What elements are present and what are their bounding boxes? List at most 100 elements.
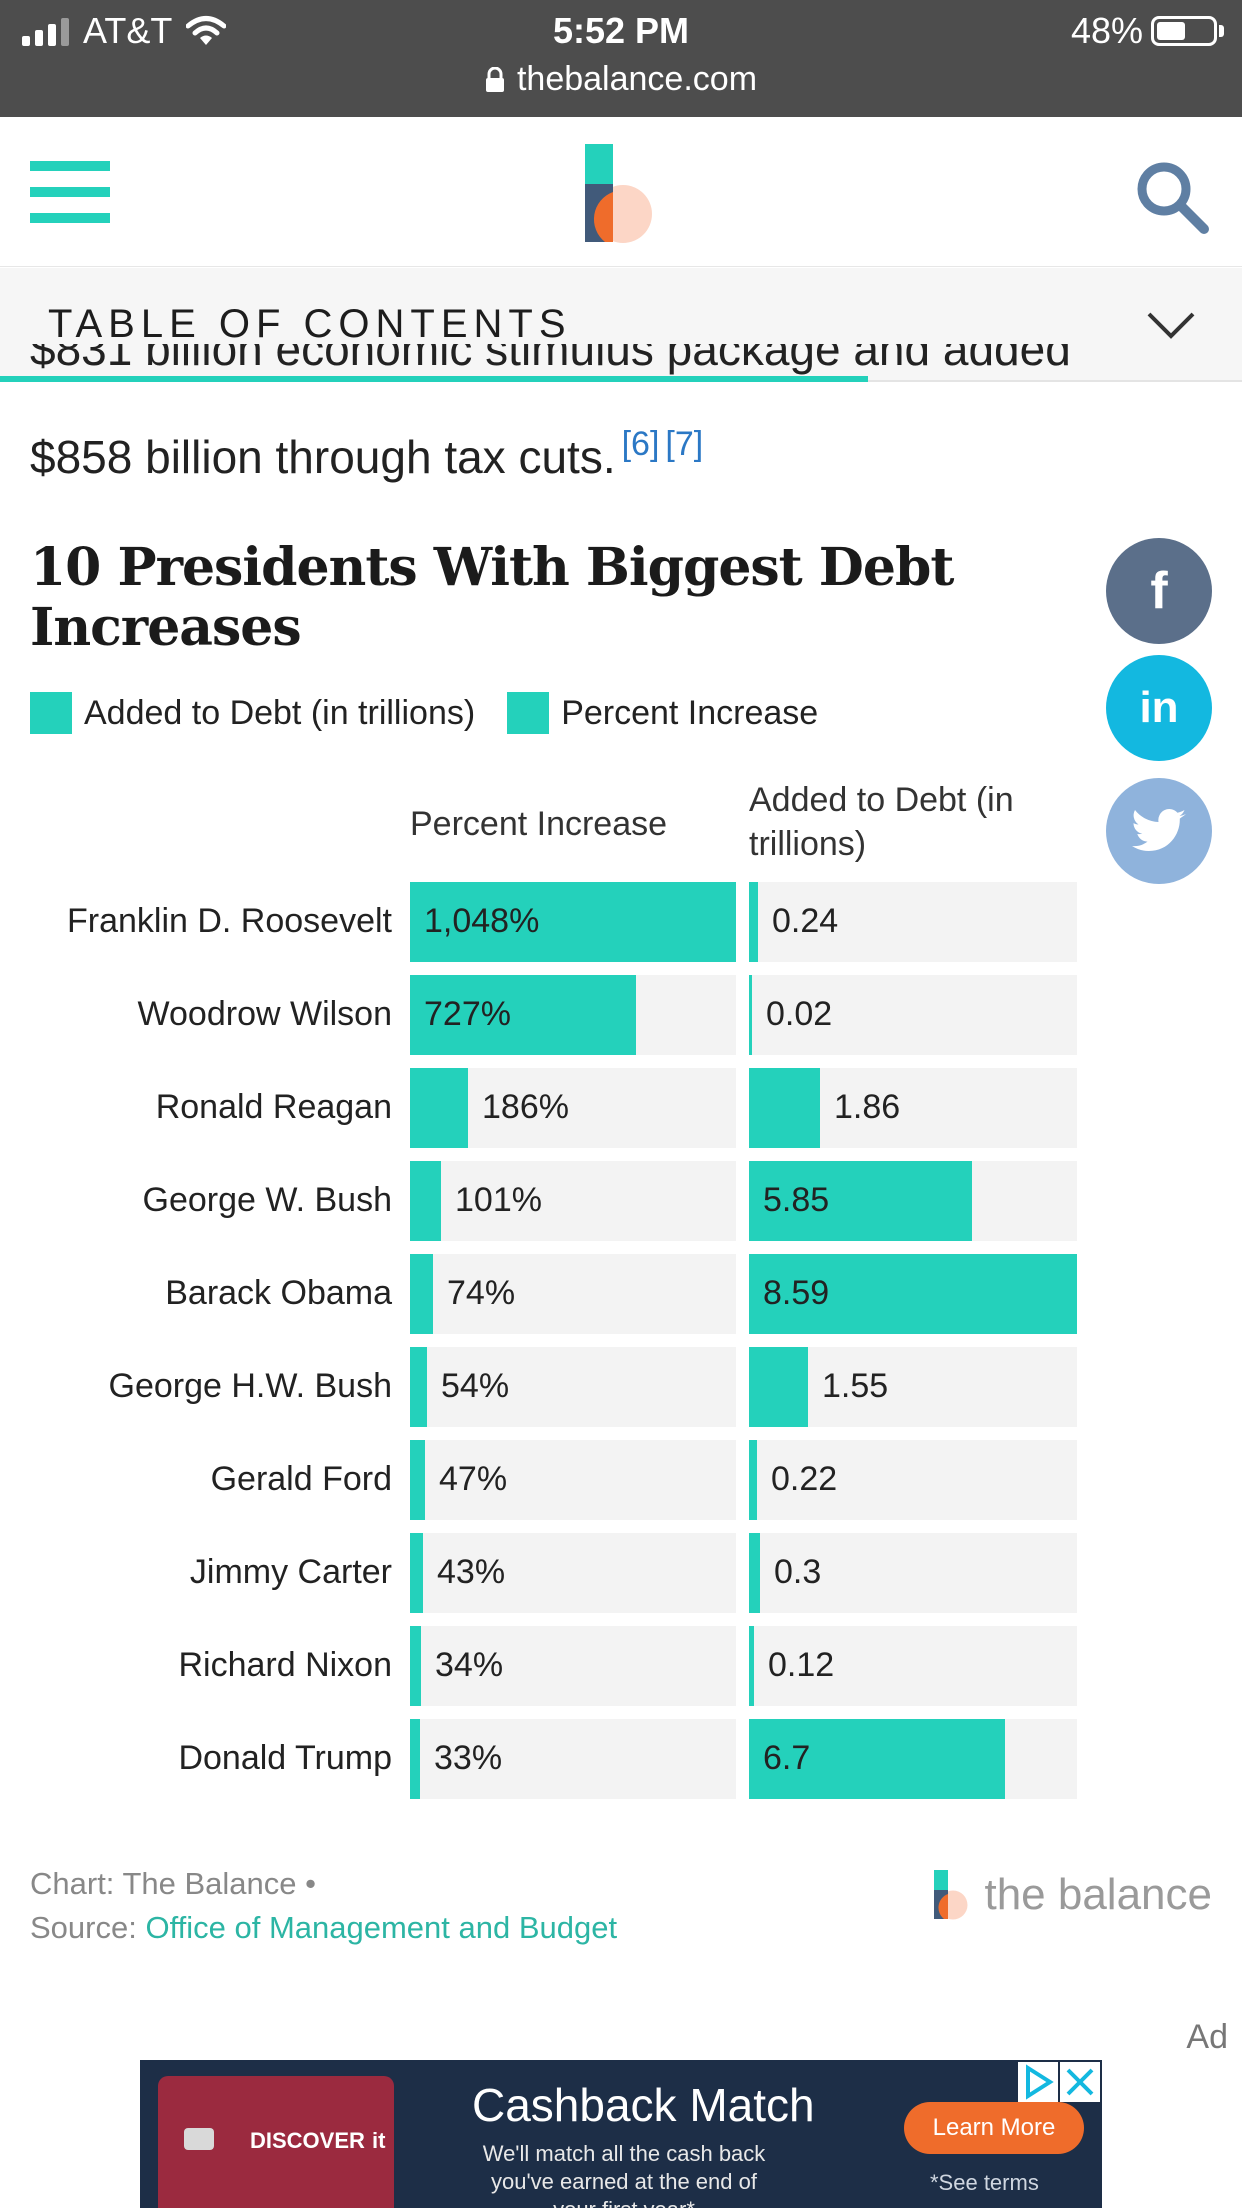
debt-bar-track: 1.86	[749, 1068, 1077, 1148]
facebook-icon: f	[1150, 562, 1168, 620]
debt-bar-track: 0.02	[749, 975, 1077, 1055]
reference-link-6[interactable]: [6]	[621, 425, 660, 463]
percent-bar	[410, 1533, 423, 1613]
status-bar: AT&T 5:52 PM 48% thebalance.com	[0, 0, 1242, 117]
debt-value-label: 6.7	[763, 1739, 811, 1777]
debt-bar	[749, 1068, 820, 1148]
percent-value-label: 54%	[441, 1367, 510, 1405]
row-label: George H.W. Bush	[108, 1367, 392, 1405]
advertisement-banner[interactable]: DISCOVER it Cashback Match We'll match a…	[140, 2060, 1102, 2208]
debt-bar	[749, 1347, 808, 1427]
debt-bar-track: 6.7	[749, 1719, 1077, 1799]
percent-value-label: 74%	[447, 1274, 516, 1312]
debt-value-label: 0.12	[768, 1646, 835, 1684]
debt-bar	[749, 1161, 972, 1241]
debt-value-label: 5.85	[763, 1181, 830, 1219]
percent-value-label: 47%	[439, 1460, 508, 1498]
legend-swatch	[507, 692, 550, 734]
debt-value-label: 0.22	[771, 1460, 838, 1498]
table-of-contents[interactable]: TABLE OF CONTENTS	[0, 268, 1242, 382]
debt-value-label: 0.24	[772, 902, 839, 940]
row-label: Donald Trump	[178, 1739, 392, 1777]
article-text: $858 billion through tax cuts. [6] [7]	[30, 425, 703, 484]
the-balance-logo[interactable]	[585, 144, 657, 244]
article-text-cut: $831 billion economic stimulus package a…	[30, 344, 1071, 375]
ad-terms: *See terms	[930, 2170, 1039, 2195]
ad-label: Ad	[1186, 2018, 1228, 2056]
legend-label: Percent Increase	[561, 693, 819, 732]
row-label: Richard Nixon	[178, 1646, 392, 1684]
chart-footer: Chart: The Balance • Source: Office of M…	[30, 1862, 617, 1950]
twitter-icon	[1132, 809, 1186, 851]
legend-item: Percent Increase	[507, 692, 818, 734]
card-chip-icon	[184, 2128, 214, 2150]
card-brand: DISCOVER	[250, 2128, 365, 2153]
debt-bar-track: 0.12	[749, 1626, 1077, 1706]
percent-bar	[410, 1719, 420, 1799]
column-header-debt: Added to Debt (in trillions)	[749, 781, 1014, 863]
percent-value-label: 101%	[455, 1181, 542, 1219]
debt-bar-track: 8.59	[749, 1254, 1077, 1334]
twitter-share-button[interactable]	[1106, 778, 1212, 884]
debt-bar-track: 0.24	[749, 882, 1077, 962]
reading-progress-bar	[0, 376, 868, 382]
chevron-down-icon[interactable]	[1146, 308, 1196, 342]
source-link[interactable]: Office of Management and Budget	[145, 1910, 618, 1945]
percent-bar	[410, 1254, 433, 1334]
url-text: thebalance.com	[516, 60, 758, 98]
row-label: Woodrow Wilson	[137, 995, 392, 1033]
battery: 48%	[1071, 10, 1224, 52]
site-header	[0, 117, 1242, 267]
chart-credit: Chart: The Balance •	[30, 1866, 316, 1901]
signal-icon	[22, 16, 69, 46]
brand-text: the balance	[984, 1870, 1212, 1919]
carrier-label: AT&T	[83, 10, 173, 51]
row-label: Barack Obama	[165, 1274, 392, 1312]
carrier: AT&T	[22, 10, 227, 52]
debt-value-label: 0.3	[774, 1553, 822, 1591]
percent-value-label: 43%	[437, 1553, 506, 1591]
facebook-share-button[interactable]: f	[1106, 538, 1212, 644]
reference-link-7[interactable]: [7]	[665, 425, 704, 463]
row-label: Jimmy Carter	[189, 1553, 392, 1591]
percent-value-label: 1,048%	[424, 902, 540, 940]
debt-bar	[749, 1626, 754, 1706]
percent-bar	[410, 975, 636, 1055]
percent-bar	[410, 1347, 427, 1427]
row-label: George W. Bush	[142, 1181, 392, 1219]
clock: 5:52 PM	[552, 10, 690, 51]
debt-value-label: 1.86	[834, 1088, 901, 1126]
debt-bar	[749, 1254, 1077, 1334]
linkedin-icon: in	[1139, 683, 1179, 732]
debt-bar	[749, 1440, 757, 1520]
battery-percent: 48%	[1070, 10, 1143, 51]
the-balance-small-logo	[934, 1870, 968, 1920]
toc-label: TABLE OF CONTENTS	[48, 302, 572, 346]
debt-bar	[749, 975, 752, 1055]
url-bar[interactable]: thebalance.com	[0, 60, 1242, 99]
percent-bar-track: 74%	[410, 1254, 736, 1334]
chart-source: Source: Office of Management and Budget	[30, 1910, 618, 1945]
percent-bar	[410, 1068, 468, 1148]
search-icon[interactable]	[1132, 157, 1212, 237]
percent-bar-track: 34%	[410, 1626, 736, 1706]
percent-bar-track: 727%	[410, 975, 736, 1055]
ad-close-icon[interactable]	[1060, 2062, 1100, 2102]
adchoices-icon[interactable]	[1018, 2062, 1058, 2102]
ad-subtext: We'll match all the cash back you've ear…	[482, 2141, 766, 2208]
debt-bar-track: 1.55	[749, 1347, 1077, 1427]
linkedin-share-button[interactable]: in	[1106, 655, 1212, 761]
debt-bar	[749, 882, 758, 962]
ad-headline: Cashback Match	[472, 2079, 815, 2131]
column-header-percent: Percent Increase	[410, 805, 668, 843]
menu-icon[interactable]	[30, 161, 110, 223]
percent-bar	[410, 1161, 441, 1241]
percent-bar-track: 47%	[410, 1440, 736, 1520]
lock-icon	[485, 66, 504, 92]
chart-title: 10 Presidents With Biggest Debt Increase…	[30, 537, 954, 658]
learn-more-button[interactable]: Learn More	[904, 2102, 1084, 2154]
percent-bar	[410, 1440, 425, 1520]
debt-value-label: 1.55	[822, 1367, 889, 1405]
debt-value-label: 0.02	[766, 995, 833, 1033]
percent-value-label: 34%	[435, 1646, 504, 1684]
